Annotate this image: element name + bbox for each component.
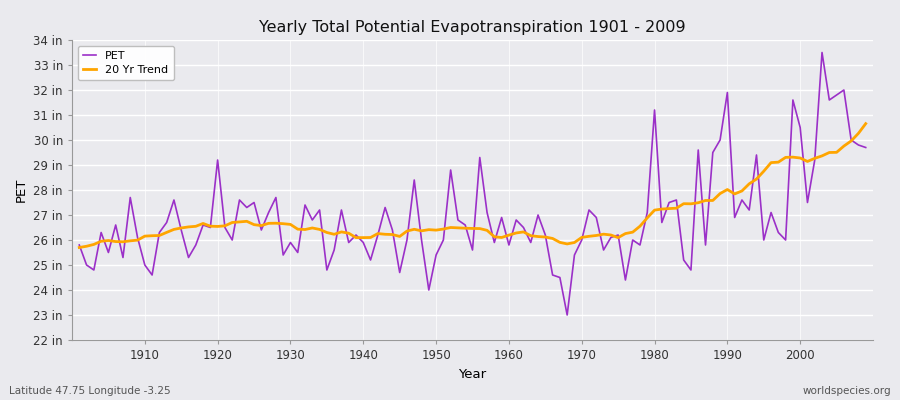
20 Yr Trend — [860, 121, 871, 126]
PET — [816, 50, 827, 55]
PET — [292, 250, 303, 255]
PET — [860, 145, 871, 150]
20 Yr Trend — [336, 230, 346, 234]
PET — [503, 242, 514, 247]
PET — [74, 242, 85, 247]
PET — [336, 208, 346, 212]
20 Yr Trend — [74, 245, 85, 250]
PET — [598, 248, 609, 252]
PET — [562, 313, 572, 318]
Y-axis label: PET: PET — [14, 178, 28, 202]
Line: PET: PET — [79, 52, 866, 315]
Line: 20 Yr Trend: 20 Yr Trend — [79, 124, 866, 248]
20 Yr Trend — [496, 235, 507, 240]
X-axis label: Year: Year — [458, 368, 487, 380]
Legend: PET, 20 Yr Trend: PET, 20 Yr Trend — [77, 46, 174, 80]
20 Yr Trend — [132, 238, 143, 242]
PET — [496, 215, 507, 220]
20 Yr Trend — [591, 233, 602, 238]
Title: Yearly Total Potential Evapotranspiration 1901 - 2009: Yearly Total Potential Evapotranspiratio… — [259, 20, 686, 35]
PET — [132, 235, 143, 240]
Text: worldspecies.org: worldspecies.org — [803, 386, 891, 396]
20 Yr Trend — [503, 233, 514, 238]
Text: Latitude 47.75 Longitude -3.25: Latitude 47.75 Longitude -3.25 — [9, 386, 171, 396]
20 Yr Trend — [292, 227, 303, 232]
